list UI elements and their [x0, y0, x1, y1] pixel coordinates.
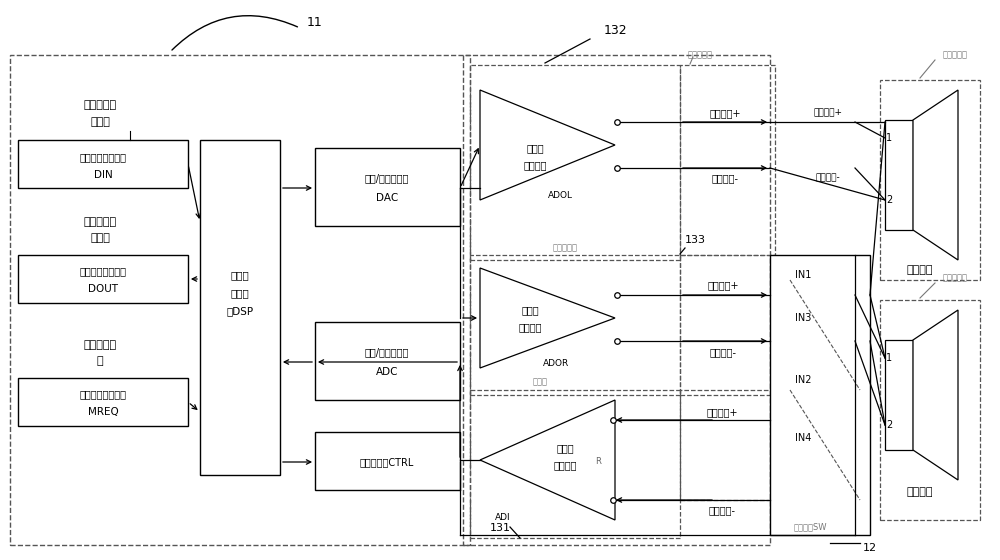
Text: 差分输出+: 差分输出+ — [813, 109, 842, 118]
Polygon shape — [480, 268, 615, 368]
Text: 差分输出-: 差分输出- — [712, 173, 738, 183]
Polygon shape — [913, 90, 958, 260]
Text: 入放大器: 入放大器 — [553, 460, 577, 470]
Text: 出放大器: 出放大器 — [523, 160, 547, 170]
Text: ADC: ADC — [376, 367, 398, 377]
Text: 2: 2 — [886, 420, 892, 430]
Text: 频信息: 频信息 — [90, 233, 110, 243]
Text: R: R — [595, 458, 601, 466]
Text: 2: 2 — [886, 195, 892, 205]
Bar — [680, 255, 775, 395]
Text: 第一扬声器: 第一扬声器 — [942, 50, 967, 59]
Text: 右扬声器: 右扬声器 — [907, 487, 933, 497]
Text: 出放大器: 出放大器 — [518, 322, 542, 332]
Text: 132: 132 — [603, 24, 627, 36]
Text: DIN: DIN — [94, 170, 112, 180]
Text: 差分输出+: 差分输出+ — [709, 108, 741, 118]
Polygon shape — [480, 90, 615, 200]
Text: 差分输出-: 差分输出- — [816, 174, 840, 183]
Text: 切换控制器CTRL: 切换控制器CTRL — [360, 457, 414, 467]
Text: 差分输入-: 差分输入- — [708, 505, 736, 515]
Text: 模拟/数字转换器: 模拟/数字转换器 — [365, 347, 409, 357]
Text: 数字/模拟转换器: 数字/模拟转换器 — [365, 173, 409, 183]
Bar — [463, 55, 770, 545]
Text: 切换开关SW: 切换开关SW — [793, 522, 827, 531]
Text: IN2: IN2 — [795, 375, 811, 385]
Text: IN3: IN3 — [795, 313, 811, 323]
Text: MREQ: MREQ — [88, 407, 118, 417]
Text: DAC: DAC — [376, 193, 398, 203]
Text: 数字信号输出端口: 数字信号输出端口 — [80, 266, 127, 276]
Text: 数字信号输入端口: 数字信号输入端口 — [80, 152, 127, 162]
Text: 频信息: 频信息 — [90, 117, 110, 127]
Text: 1: 1 — [886, 133, 892, 143]
Bar — [10, 55, 470, 545]
Text: 第一数字音: 第一数字音 — [83, 100, 117, 110]
Text: 第二扬声器: 第二扬声器 — [942, 273, 967, 282]
Text: 求: 求 — [97, 356, 103, 366]
Bar — [770, 255, 870, 535]
Bar — [315, 432, 460, 490]
Text: 目标业务请: 目标业务请 — [83, 340, 117, 350]
Bar — [885, 340, 913, 450]
Bar — [880, 80, 980, 280]
Bar — [470, 255, 680, 395]
Text: 数字信: 数字信 — [231, 270, 249, 280]
Text: 左扬声器: 左扬声器 — [907, 265, 933, 275]
Text: 差分输: 差分输 — [526, 143, 544, 153]
Text: 133: 133 — [684, 235, 706, 245]
Text: 11: 11 — [307, 16, 323, 29]
Bar — [200, 140, 280, 475]
Bar — [315, 322, 460, 400]
Bar — [680, 65, 775, 255]
Text: IN1: IN1 — [795, 270, 811, 280]
Text: 131: 131 — [490, 523, 511, 533]
Bar — [680, 390, 775, 500]
Bar — [18, 255, 188, 303]
Text: ADOL: ADOL — [548, 190, 572, 199]
Text: 差分输出+: 差分输出+ — [707, 280, 739, 290]
Bar — [880, 300, 980, 520]
Text: IN4: IN4 — [795, 433, 811, 443]
Text: 差分输入+: 差分输入+ — [706, 407, 738, 417]
Text: 1: 1 — [886, 353, 892, 363]
Bar — [470, 65, 680, 260]
Text: ADOR: ADOR — [543, 358, 569, 367]
Bar — [470, 390, 680, 538]
Bar — [18, 140, 188, 188]
Text: 第二数字音: 第二数字音 — [83, 217, 117, 227]
Text: 目标业务请求端口: 目标业务请求端口 — [80, 389, 127, 399]
Text: 器DSP: 器DSP — [226, 306, 254, 316]
Text: 输入端: 输入端 — [532, 377, 548, 386]
Text: 差分输: 差分输 — [556, 443, 574, 453]
Bar — [315, 148, 460, 226]
Polygon shape — [913, 310, 958, 480]
Text: 12: 12 — [863, 543, 877, 553]
Text: 号处理: 号处理 — [231, 288, 249, 298]
Text: 差分输出-: 差分输出- — [710, 347, 736, 357]
Polygon shape — [480, 400, 615, 520]
Text: 第二输出端: 第二输出端 — [552, 244, 578, 253]
Text: 第一输出端: 第一输出端 — [688, 50, 712, 59]
Text: 差分输: 差分输 — [521, 305, 539, 315]
Text: DOUT: DOUT — [88, 284, 118, 294]
Bar — [18, 378, 188, 426]
Bar — [885, 120, 913, 230]
Text: ADI: ADI — [495, 514, 511, 522]
